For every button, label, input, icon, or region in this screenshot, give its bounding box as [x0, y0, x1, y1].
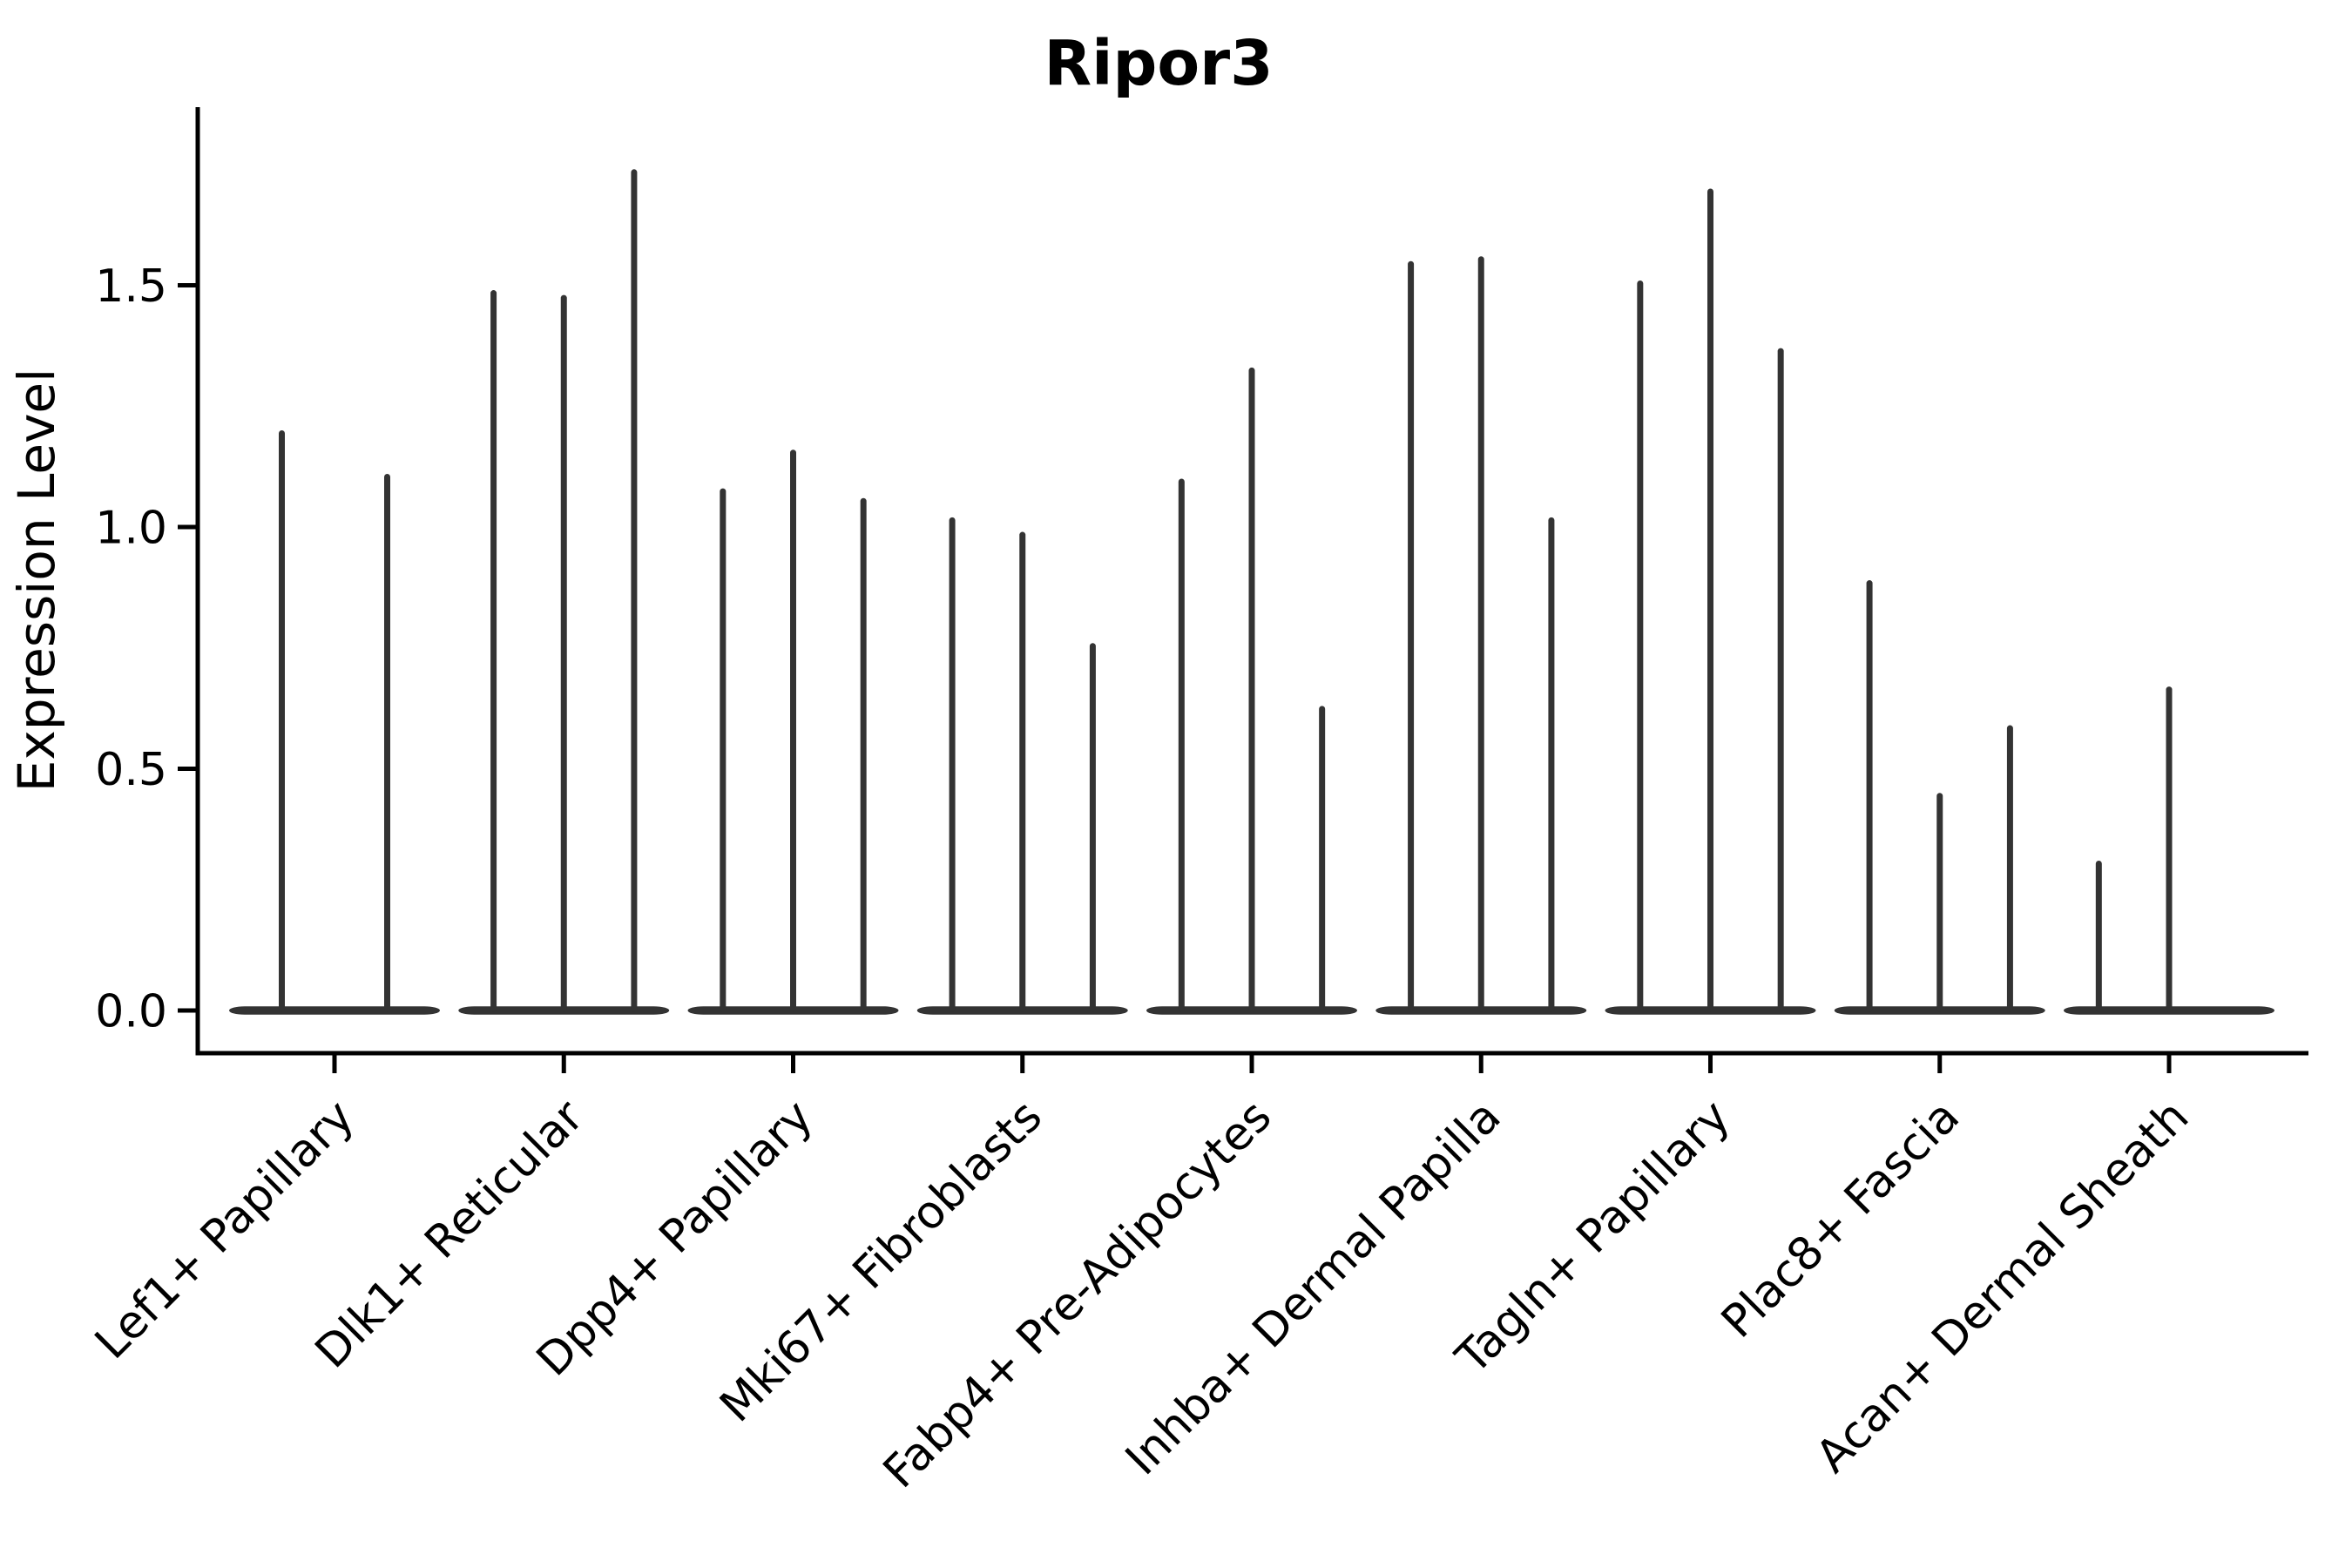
- y-tick-label: 0.5: [95, 744, 167, 796]
- y-ticks: 0.0 0.5 1.0 1.5: [95, 260, 198, 1038]
- chart-title: Ripor3: [1044, 27, 1273, 99]
- violin-group: [687, 449, 899, 1015]
- x-tick-label: Fabp4+ Pre-Adipocytes: [874, 1091, 1281, 1498]
- y-tick-label: 0.0: [95, 986, 167, 1038]
- violin-group: [1605, 188, 1816, 1015]
- violin-group: [1375, 256, 1587, 1015]
- x-tick-label: Plac8+ Fascia: [1712, 1091, 1970, 1348]
- x-tick-label: Inhba+ Dermal Papilla: [1116, 1091, 1511, 1485]
- y-tick-label: 1.5: [95, 260, 167, 313]
- violin-group: [458, 169, 670, 1015]
- violin-group: [229, 430, 440, 1015]
- violin-group: [2064, 686, 2274, 1015]
- violin-group: [1834, 580, 2045, 1015]
- violin-group: [1146, 367, 1357, 1015]
- x-tick-label: Acan+ Dermal Sheath: [1807, 1091, 2200, 1484]
- y-tick-label: 1.0: [95, 503, 167, 555]
- violins: [229, 169, 2274, 1015]
- y-axis-label: Expression Level: [7, 368, 66, 792]
- violin-group: [916, 517, 1128, 1015]
- violin-pancake: [229, 1006, 440, 1015]
